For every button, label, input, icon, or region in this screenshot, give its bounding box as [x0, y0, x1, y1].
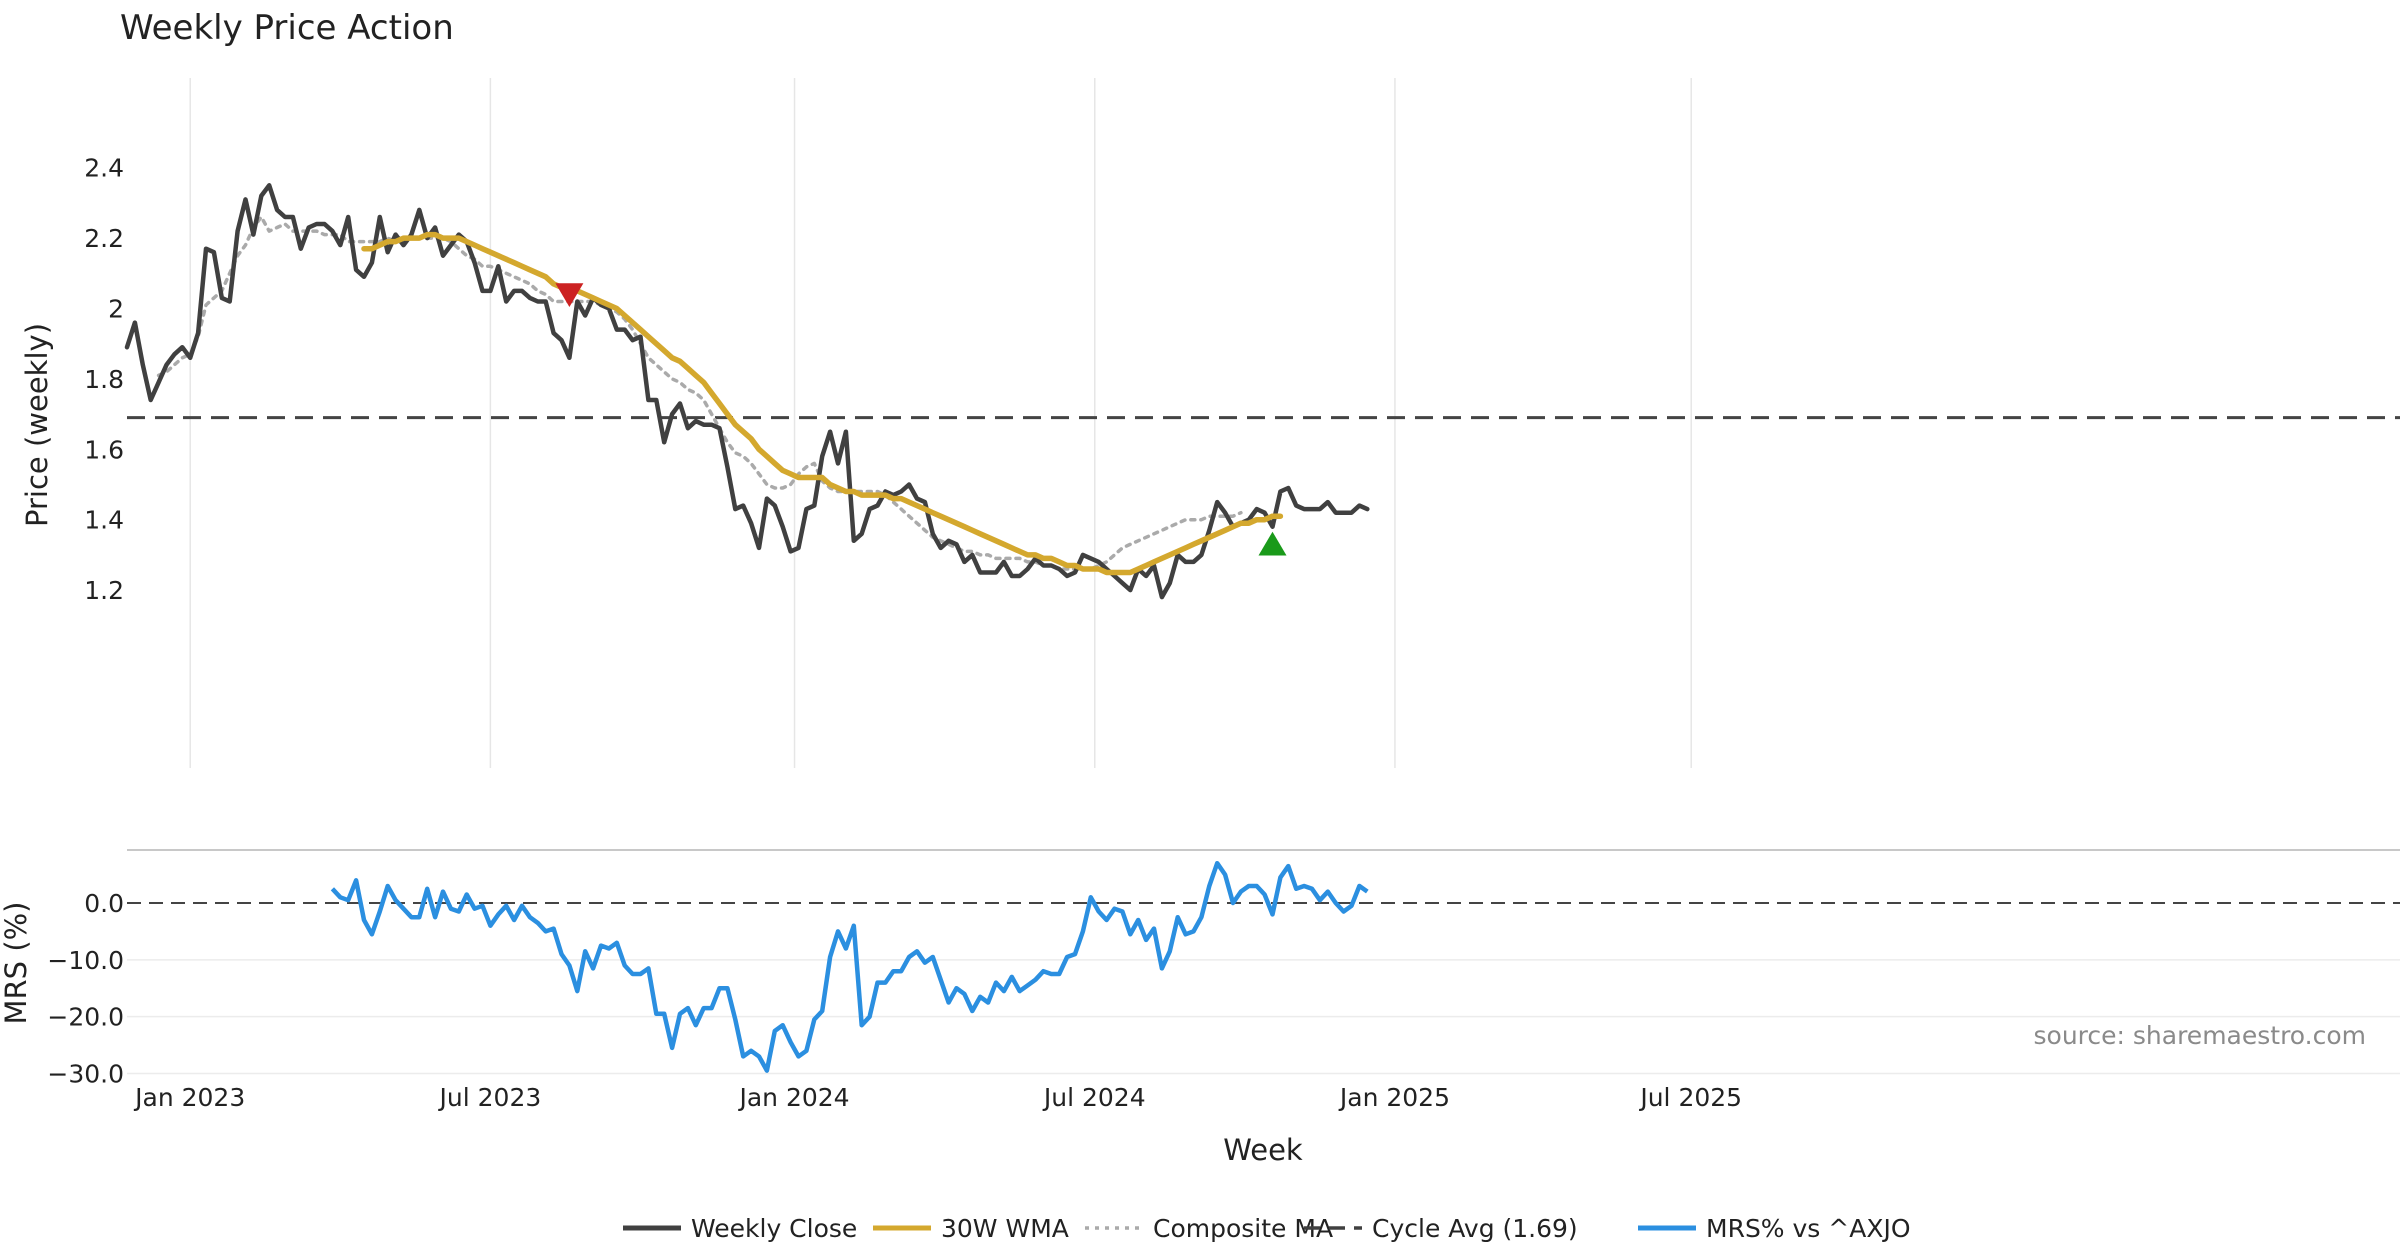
- x-tick-label: Jul 2024: [1042, 1083, 1146, 1112]
- price-y-tick-label: 2.4: [84, 154, 124, 183]
- price-y-tick-label: 2: [108, 295, 124, 324]
- price-panel-grid: [189, 78, 1692, 768]
- buy-signal-marker: [1258, 531, 1287, 556]
- mrs-y-tick-label: −20.0: [47, 1003, 124, 1032]
- x-tick-label: Jan 2023: [133, 1083, 245, 1112]
- x-tick-label: Jul 2025: [1638, 1083, 1742, 1112]
- price-y-tick-label: 1.6: [84, 435, 124, 464]
- legend-label: Composite MA: [1153, 1214, 1333, 1243]
- price-y-tick-label: 1.2: [84, 576, 124, 605]
- legend-label: Weekly Close: [691, 1214, 857, 1243]
- mrs-series-layer: [330, 860, 1369, 1073]
- mrs-y-tick-label: 0.0: [84, 889, 124, 918]
- series-30w-wma: [361, 231, 1284, 576]
- price-y-tick-label: 1.8: [84, 365, 124, 394]
- mrs-y-axis-label: MRS (%): [0, 902, 33, 1025]
- legend-label: 30W WMA: [941, 1214, 1069, 1243]
- legend-label: Cycle Avg (1.69): [1372, 1214, 1578, 1243]
- mrs-panel-grid: [127, 849, 2400, 1075]
- price-series-layer: [124, 183, 2400, 600]
- x-tick-label: Jul 2023: [438, 1083, 542, 1112]
- sell-signal-marker: [555, 283, 584, 308]
- signal-markers: [555, 283, 1287, 556]
- series-mrs-vs-axjo: [330, 860, 1369, 1073]
- series-weekly-close: [124, 183, 1370, 600]
- price-y-ticks: 1.2 1.4 1.6 1.8 2 2.2 2.4: [84, 154, 124, 605]
- x-tick-label: Jan 2025: [1338, 1083, 1450, 1112]
- mrs-y-tick-label: −30.0: [47, 1059, 124, 1088]
- x-axis-label: Week: [1223, 1133, 1303, 1167]
- price-y-tick-label: 2.2: [84, 224, 124, 253]
- source-attribution: source: sharemaestro.com: [2034, 1021, 2367, 1050]
- mrs-y-ticks: 0.0 −10.0 −20.0 −30.0: [47, 889, 124, 1088]
- legend-label: MRS% vs ^AXJO: [1706, 1214, 1911, 1243]
- chart-title: Weekly Price Action: [120, 8, 454, 48]
- mrs-y-tick-label: −10.0: [47, 946, 124, 975]
- x-axis-ticks: Jan 2023 Jul 2023 Jan 2024 Jul 2024 Jan 2025…: [133, 1083, 1742, 1112]
- series-composite-ma: [156, 215, 1243, 571]
- legend: Weekly Close 30W WMA Composite MA Cycle Avg…: [623, 1214, 1911, 1243]
- price-y-axis-label: Price (weekly): [20, 323, 54, 527]
- price-y-tick-label: 1.4: [84, 506, 124, 535]
- x-tick-label: Jan 2024: [737, 1083, 849, 1112]
